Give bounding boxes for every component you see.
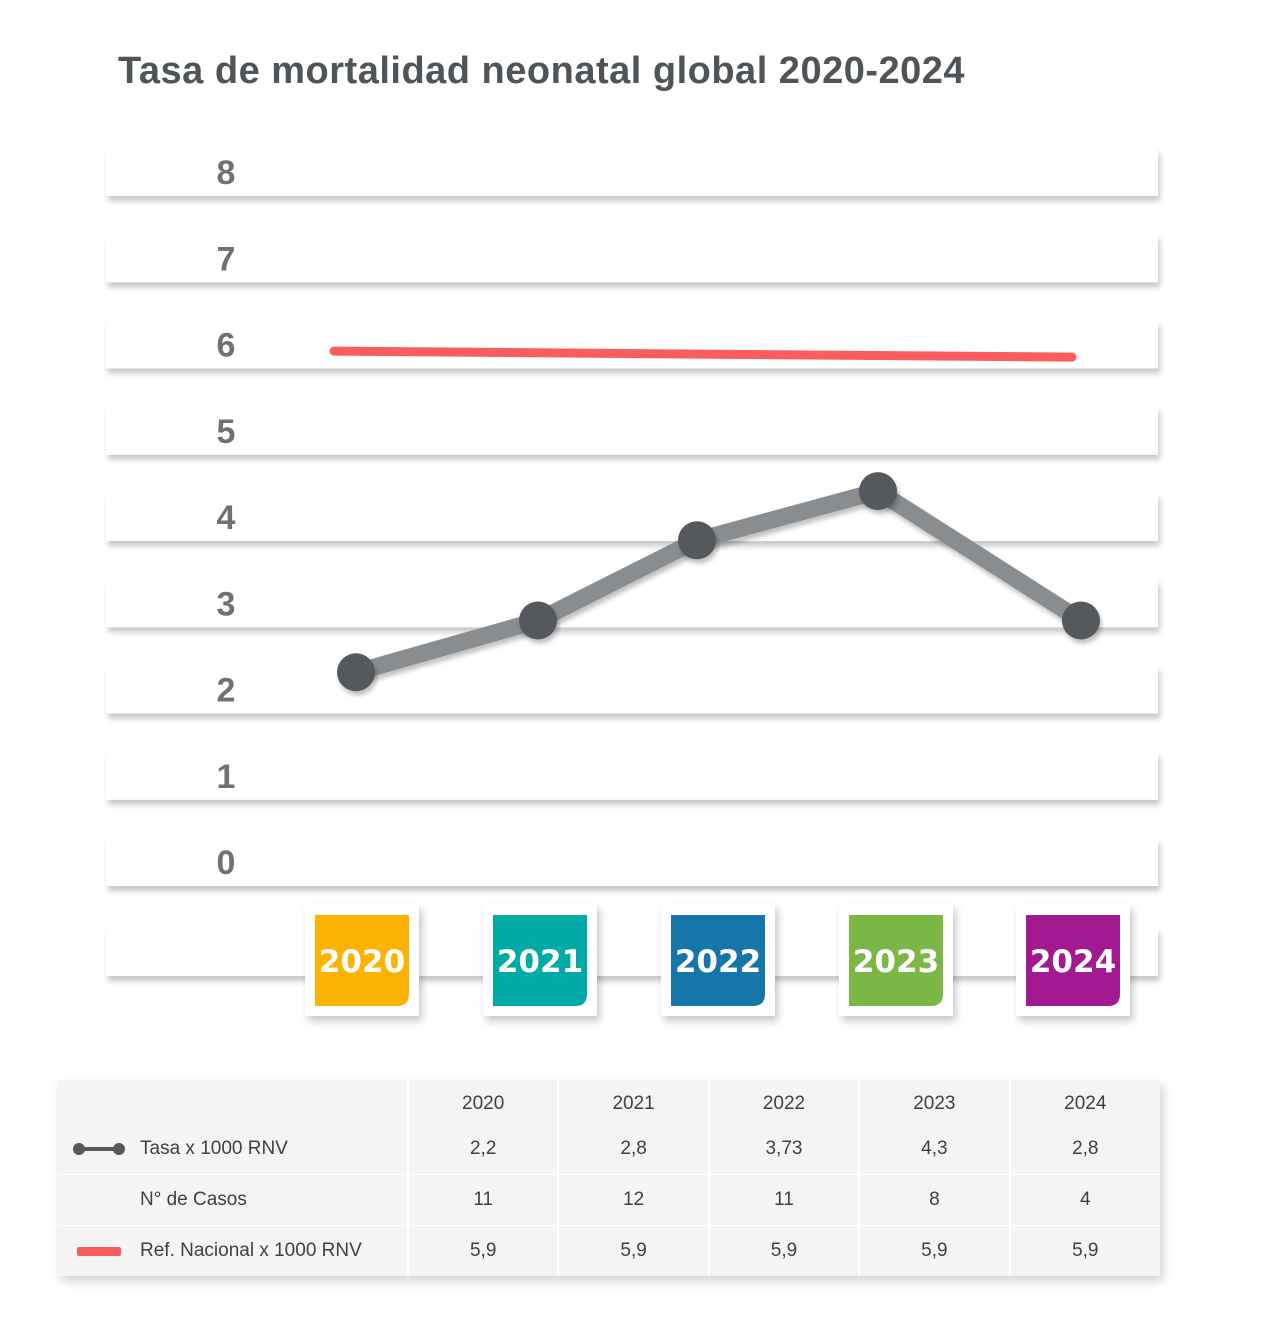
y-grid-band xyxy=(106,320,1158,369)
y-axis: 0 1 2 3 4 5 6 7 8 xyxy=(217,154,236,882)
y-grid-bands xyxy=(106,148,1158,976)
y-grid-band xyxy=(106,493,1158,541)
table-cell: 5,9 xyxy=(406,1225,559,1276)
table-cell: 5,9 xyxy=(858,1225,1010,1276)
table-cell: 4,3 xyxy=(858,1124,1010,1175)
x-tick-label: 2022 xyxy=(675,944,761,980)
reference-series xyxy=(329,346,1077,362)
line-chart: 0 1 2 3 4 5 6 7 8 2020 2021 2022 2023 2024 xyxy=(106,148,1158,1016)
y-grid-band xyxy=(106,406,1158,455)
y-tick-label: 5 xyxy=(217,413,236,451)
line-marker-legend-icon xyxy=(73,1143,125,1155)
year-box-2022 xyxy=(671,915,765,1006)
data-point xyxy=(1062,601,1100,640)
table-cell: 11 xyxy=(406,1174,559,1226)
table-header-year: 2020 xyxy=(406,1080,559,1124)
red-line-legend-icon xyxy=(77,1246,121,1256)
table-cell: 3,73 xyxy=(707,1124,860,1175)
table-header-year: 2021 xyxy=(557,1080,709,1124)
y-tick-label: 2 xyxy=(217,672,236,710)
y-grid-band xyxy=(106,234,1158,283)
y-tick-label: 6 xyxy=(217,327,236,365)
table-header-row: 2020 2021 2022 2023 2024 xyxy=(58,1080,1160,1124)
x-tick-label: 2021 xyxy=(497,944,583,980)
data-table: 2020 2021 2022 2023 2024 Tasa x 1000 RNV… xyxy=(58,1080,1160,1276)
table-header-year: 2022 xyxy=(707,1080,860,1124)
table-cell: 5,9 xyxy=(707,1225,860,1276)
year-box-2021 xyxy=(493,915,587,1006)
table-header-year: 2023 xyxy=(858,1080,1010,1124)
y-grid-band xyxy=(106,148,1158,196)
data-point xyxy=(678,521,716,560)
x-tick-label: 2020 xyxy=(319,944,405,980)
year-box-2024 xyxy=(1026,915,1120,1006)
table-cell: 5,9 xyxy=(557,1225,709,1276)
table-cell: 2,2 xyxy=(406,1124,559,1175)
y-tick-label: 1 xyxy=(217,758,236,796)
table-row: N° de Casos 11 12 11 8 4 xyxy=(58,1174,1160,1226)
data-point xyxy=(337,653,375,692)
chart-title: Tasa de mortalidad neonatal global 2020-… xyxy=(118,50,966,92)
row-label: N° de Casos xyxy=(140,1189,247,1210)
year-box-2023 xyxy=(849,915,943,1006)
table-header-empty xyxy=(58,1080,408,1124)
y-tick-label: 8 xyxy=(217,154,236,192)
row-label: Ref. Nacional x 1000 RNV xyxy=(140,1240,362,1261)
data-point xyxy=(519,601,557,640)
y-tick-label: 3 xyxy=(217,585,236,623)
row-label: Tasa x 1000 RNV xyxy=(140,1138,288,1159)
table-cell: 11 xyxy=(707,1174,860,1226)
x-axis-band xyxy=(106,928,1158,976)
y-tick-label: 7 xyxy=(217,240,236,278)
table-cell: 12 xyxy=(557,1174,709,1226)
y-grid-band xyxy=(106,665,1158,714)
y-tick-label: 0 xyxy=(217,844,236,882)
year-box-2020 xyxy=(315,915,409,1006)
x-tick-label: 2024 xyxy=(1030,944,1116,980)
reference-line xyxy=(329,346,1077,362)
y-grid-band xyxy=(106,838,1158,886)
table-cell: 2,8 xyxy=(557,1124,709,1175)
table-cell: 4 xyxy=(1008,1174,1160,1226)
table-cell: 5,9 xyxy=(1008,1225,1160,1276)
y-grid-band xyxy=(106,751,1158,800)
table-row: Tasa x 1000 RNV 2,2 2,8 3,73 4,3 2,8 xyxy=(58,1124,1160,1175)
x-axis: 2020 2021 2022 2023 2024 xyxy=(305,904,1130,1016)
table-header-year: 2024 xyxy=(1008,1080,1160,1124)
data-point xyxy=(859,472,897,511)
rate-series xyxy=(337,472,1100,692)
y-tick-label: 4 xyxy=(217,499,236,537)
y-grid-band xyxy=(106,579,1158,628)
table-cell: 2,8 xyxy=(1008,1124,1160,1175)
table-row: Ref. Nacional x 1000 RNV 5,9 5,9 5,9 5,9… xyxy=(58,1225,1160,1276)
table-cell: 8 xyxy=(858,1174,1010,1226)
x-tick-label: 2023 xyxy=(853,944,939,980)
